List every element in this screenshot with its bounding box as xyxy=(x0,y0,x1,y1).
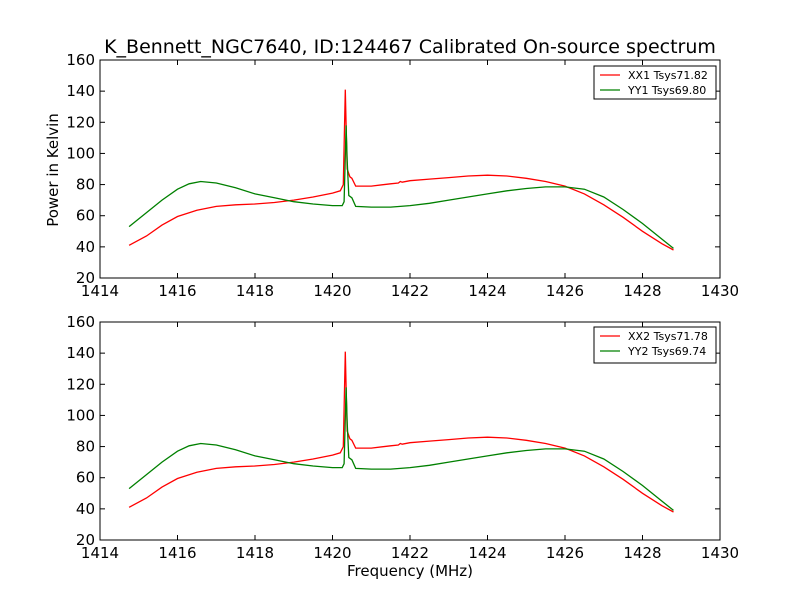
x-tick-label: 1414 xyxy=(81,282,119,300)
y-tick-label: 120 xyxy=(66,375,95,393)
x-tick-label: 1418 xyxy=(236,544,274,562)
series-line-xx2 xyxy=(128,351,674,513)
y-tick-label: 60 xyxy=(76,207,95,225)
y-tick-label: 100 xyxy=(66,406,95,424)
x-tick-label: 1426 xyxy=(546,282,584,300)
x-tick-label: 1422 xyxy=(391,282,429,300)
x-tick-label: 1424 xyxy=(468,282,506,300)
series-line-xx1 xyxy=(128,89,674,251)
y-tick-label: 20 xyxy=(76,531,95,549)
x-tick-label: 1426 xyxy=(546,544,584,562)
y-tick-label: 140 xyxy=(66,82,95,100)
legend-box xyxy=(593,65,717,100)
x-tick-label: 1420 xyxy=(313,282,351,300)
y-tick-label: 60 xyxy=(76,469,95,487)
x-tick-label: 1416 xyxy=(158,282,196,300)
x-tick-label: 1416 xyxy=(158,544,196,562)
y-tick-label: 140 xyxy=(66,344,95,362)
series-line-yy2 xyxy=(128,387,674,511)
y-tick-label: 40 xyxy=(76,238,95,256)
x-tick-label: 1420 xyxy=(313,544,351,562)
x-tick-label: 1428 xyxy=(623,282,661,300)
y-tick-label: 120 xyxy=(66,113,95,131)
y-tick-label: 160 xyxy=(66,51,95,69)
x-tick-label: 1414 xyxy=(81,544,119,562)
legend: XX1 Tsys71.82 YY1 Tsys69.80 xyxy=(593,65,717,100)
series-line-yy1 xyxy=(128,125,674,249)
x-axis-label: Frequency (MHz) xyxy=(347,562,473,580)
x-tick-label: 1422 xyxy=(391,544,429,562)
bottom-panel: 1414 1416 1418 1420 1422 1424 1426 1428 1430 20 40… xyxy=(66,313,739,562)
y-tick-label: 80 xyxy=(76,438,95,456)
x-tick-label: 1430 xyxy=(701,544,739,562)
y-tick-label: 160 xyxy=(66,313,95,331)
y-tick-label: 40 xyxy=(76,500,95,518)
y-tick-label: 100 xyxy=(66,144,95,162)
x-tick-label: 1424 xyxy=(468,544,506,562)
legend-label: XX1 Tsys71.82 xyxy=(628,69,708,82)
y-axis-label: Power in Kelvin xyxy=(44,113,62,227)
x-tick-label: 1430 xyxy=(701,282,739,300)
legend-box xyxy=(593,326,717,364)
legend-label: YY1 Tsys69.80 xyxy=(627,84,706,97)
top-panel: 1414 1416 1418 1420 1422 1424 1426 1428 1430 20 40… xyxy=(66,51,739,300)
x-tick-label: 1428 xyxy=(623,544,661,562)
x-tick-label: 1418 xyxy=(236,282,274,300)
legend-label: YY2 Tsys69.74 xyxy=(627,345,706,358)
chart-title: K_Bennett_NGC7640, ID:124467 Calibrated … xyxy=(104,36,716,58)
y-tick-label: 80 xyxy=(76,176,95,194)
legend: XX2 Tsys71.78 YY2 Tsys69.74 xyxy=(593,326,717,364)
y-tick-label: 20 xyxy=(76,269,95,287)
legend-label: XX2 Tsys71.78 xyxy=(628,330,708,343)
